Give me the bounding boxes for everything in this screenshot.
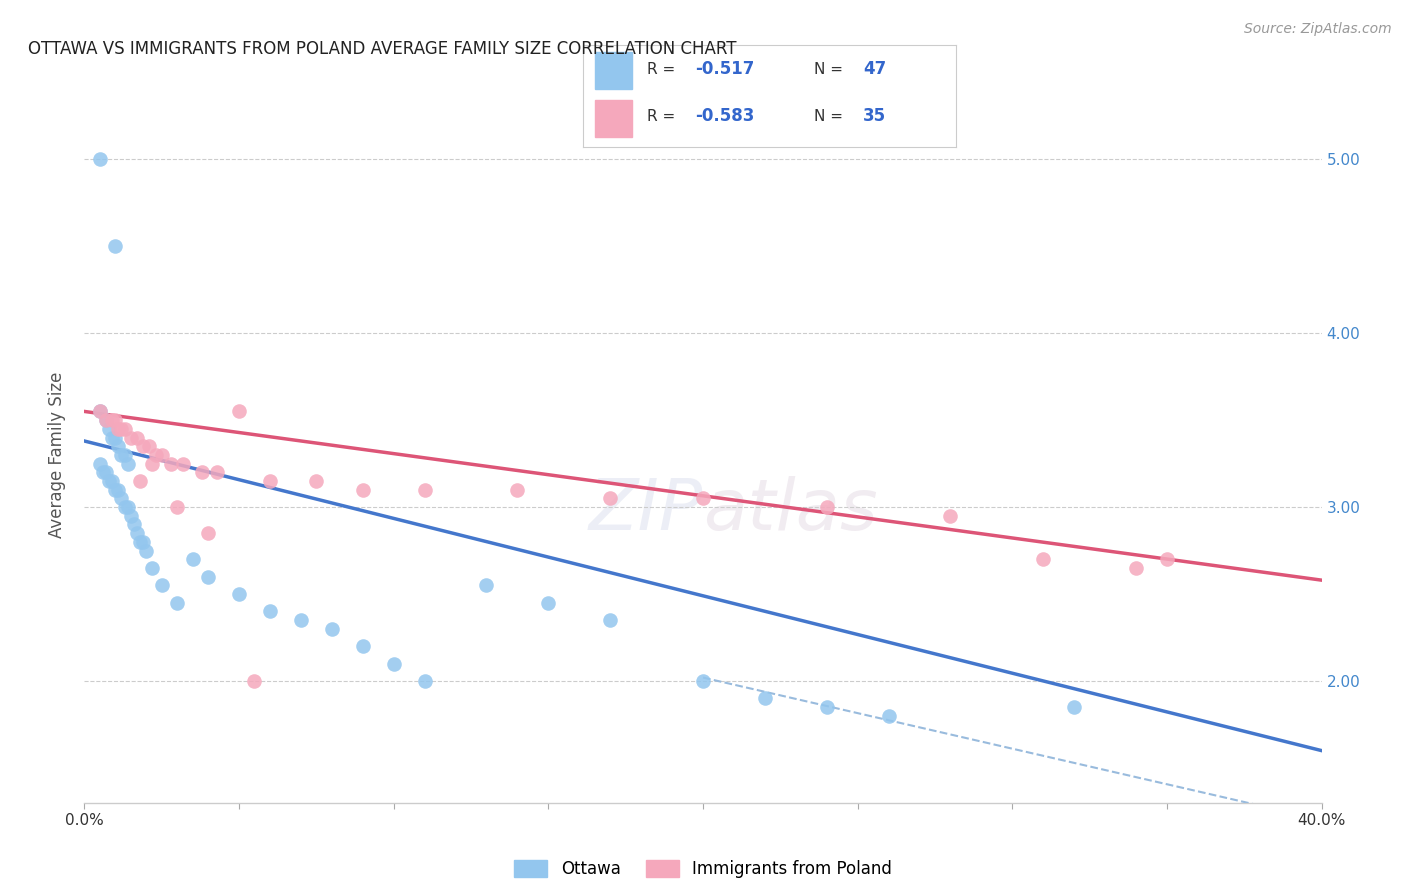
Legend: Ottawa, Immigrants from Poland: Ottawa, Immigrants from Poland [508,854,898,885]
Point [101,474,124,488]
Text: -0.583: -0.583 [695,107,755,126]
Point [692,674,714,689]
Text: 47: 47 [863,61,886,78]
Point [129,474,152,488]
Point [599,613,621,627]
Point [129,535,152,549]
Point [197,526,219,541]
Point [114,422,136,436]
Point [197,570,219,584]
Point [305,474,328,488]
Point [132,439,155,453]
Point [98,422,121,436]
Point [101,413,124,427]
Point [107,422,129,436]
Text: atlas: atlas [703,476,877,545]
Point [413,483,436,497]
Point [107,483,129,497]
Point [877,708,900,723]
Point [160,457,183,471]
Point [98,474,121,488]
Point [815,700,838,714]
Text: OTTAWA VS IMMIGRANTS FROM POLAND AVERAGE FAMILY SIZE CORRELATION CHART: OTTAWA VS IMMIGRANTS FROM POLAND AVERAGE… [28,40,737,58]
Point [122,517,145,532]
Text: -0.517: -0.517 [695,61,755,78]
Point [89,404,111,418]
Point [89,404,111,418]
Bar [595,52,631,88]
Point [114,500,136,515]
Point [135,543,157,558]
Point [290,613,312,627]
Point [939,508,962,523]
Point [132,535,155,549]
Point [172,457,194,471]
Point [207,466,229,480]
Point [321,622,343,636]
Point [101,431,124,445]
Text: R =: R = [647,109,681,124]
Point [104,413,127,427]
Point [228,587,250,601]
Point [94,413,117,427]
Point [352,483,374,497]
Bar [595,100,631,137]
Text: R =: R = [647,62,681,77]
Point [110,491,132,506]
Point [243,674,266,689]
Point [141,457,163,471]
Point [89,457,111,471]
Point [107,439,129,453]
Point [150,448,173,462]
Point [117,457,139,471]
Point [104,239,127,253]
Point [166,500,188,515]
Point [125,526,148,541]
Point [181,552,204,566]
Point [475,578,498,592]
Y-axis label: Average Family Size: Average Family Size [48,372,66,538]
Point [104,431,127,445]
Point [692,491,714,506]
Point [166,596,188,610]
Point [117,500,139,515]
Point [259,474,281,488]
Point [1032,552,1054,566]
Point [1063,700,1085,714]
Point [114,448,136,462]
Text: N =: N = [814,62,848,77]
Point [145,448,167,462]
Point [1125,561,1147,575]
Point [228,404,250,418]
Point [125,431,148,445]
Point [104,483,127,497]
Point [815,500,838,515]
Point [537,596,560,610]
Point [120,431,142,445]
Point [382,657,405,671]
Text: ZIP: ZIP [589,476,703,545]
Point [110,422,132,436]
Point [1156,552,1178,566]
Point [506,483,529,497]
Point [259,605,281,619]
Point [141,561,163,575]
Text: Source: ZipAtlas.com: Source: ZipAtlas.com [1244,22,1392,37]
Point [150,578,173,592]
Point [138,439,160,453]
Point [191,466,214,480]
Point [91,466,114,480]
Point [94,466,117,480]
Point [352,639,374,653]
Point [413,674,436,689]
Text: 35: 35 [863,107,886,126]
Point [120,508,142,523]
Point [94,413,117,427]
Text: N =: N = [814,109,848,124]
Point [89,152,111,166]
Point [110,448,132,462]
Point [754,691,776,706]
Point [599,491,621,506]
